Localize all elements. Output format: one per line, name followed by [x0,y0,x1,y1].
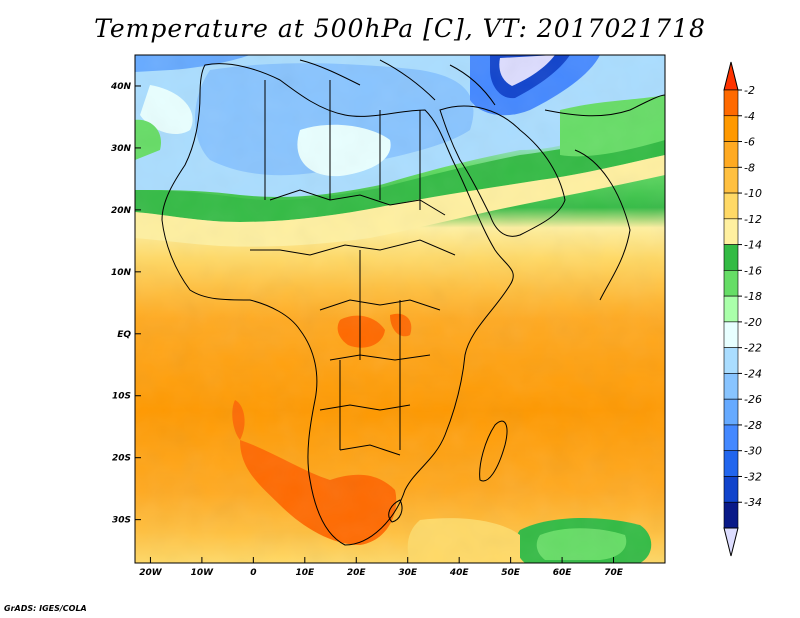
colorbar-label: -4 [744,110,755,123]
colorbar-swatch [723,89,739,117]
x-tick-label: 30E [398,568,418,578]
colorbar-label: -28 [744,419,762,432]
colorbar-swatch [723,141,739,168]
map-frame [134,54,666,564]
colorbar-label: -30 [744,445,762,458]
colorbar-swatch [723,295,739,323]
x-tick-label: 0 [250,568,256,578]
colorbar-label: -2 [744,84,755,97]
x-tick-label: 50E [501,568,521,578]
map-title: Temperature at 500hPa [C], VT: 201702171… [94,14,706,43]
colorbar-label: -10 [744,187,762,200]
x-tick-label: 40E [449,568,470,578]
y-tick-label: 20N [111,206,132,216]
colorbar-swatch [723,244,739,271]
colorbar-swatch [723,166,739,194]
colorbar-label: -8 [744,161,755,174]
colorbar-label: -32 [744,470,762,483]
colorbar-swatch [723,321,739,348]
x-tick-label: 10W [191,568,215,578]
colorbar-swatch [723,501,739,529]
colorbar-swatch [723,347,739,374]
colorbar-label: -6 [744,136,755,149]
colorbar-label: -34 [744,496,762,509]
y-tick-label: 20S [112,454,131,464]
colorbar-swatch [723,192,739,220]
y-tick-label: 30S [112,516,131,526]
colorbar-label: -18 [744,290,762,303]
y-tick-label: 30N [111,144,132,154]
colorbar-label: -24 [744,367,762,380]
axis-ticks: 20W 10W 0 10E 20E 30E 40E 50E 60E 70E 40N 30N 20N 10N… [110,82,624,578]
colorbar: -2 -4 -6 -8 -10 -12 -14 -16 -18 -20 -22 -24 -26 -28 -3… [723,61,762,557]
colorbar-label: -16 [744,264,762,277]
colorbar-swatch [723,450,739,477]
x-tick-label: 60E [553,568,573,578]
colorbar-swatch [723,270,739,297]
colorbar-label: -26 [744,393,762,406]
x-tick-label: 70E [604,568,624,578]
coastlines [161,59,665,546]
colorbar-bottom-arrow [723,527,739,557]
credit-text: GrADS: IGES/COLA [4,604,87,613]
y-tick-label: 10S [112,392,131,402]
x-tick-label: 20W [139,568,163,578]
colorbar-label: -14 [744,239,762,252]
colorbar-label: -20 [744,316,762,329]
colorbar-swatch [723,115,739,142]
colorbar-top-arrow [723,61,739,91]
y-tick-label: 40N [110,82,132,92]
y-tick-label: 10N [111,268,132,278]
colorbar-swatch [723,398,739,426]
colorbar-swatch [723,373,739,400]
colorbar-label: -12 [744,213,762,226]
colorbar-swatch [723,476,739,503]
x-tick-label: 20E [347,568,367,578]
colorbar-swatch [723,218,739,245]
y-tick-label: EQ [117,330,131,340]
x-tick-label: 10E [295,568,315,578]
colorbar-swatch [723,424,739,452]
colorbar-label: -22 [744,342,762,355]
